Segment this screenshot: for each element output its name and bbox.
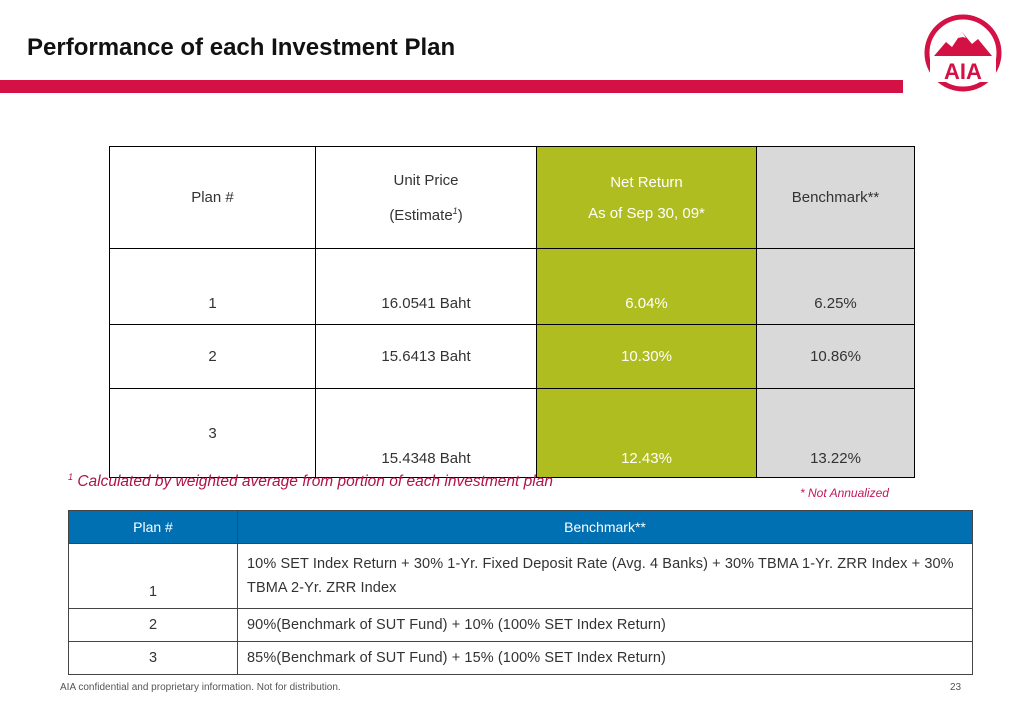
benchmark-description: 10% SET Index Return + 30% 1-Yr. Fixed D… — [237, 543, 973, 609]
header-plan: Plan # — [109, 146, 316, 249]
benchmark-value: 6.25% — [756, 248, 915, 325]
net-return: 6.04% — [536, 248, 757, 325]
plan-number: 2 — [109, 324, 316, 389]
bench-header-benchmark: Benchmark** — [237, 510, 973, 544]
table-row: 3 85%(Benchmark of SUT Fund) + 15% (100%… — [68, 641, 973, 675]
page-number: 23 — [950, 682, 962, 693]
benchmark-value: 13.22% — [756, 388, 915, 478]
table-row: 1 10% SET Index Return + 30% 1-Yr. Fixed… — [68, 543, 973, 609]
table-row: 2 90%(Benchmark of SUT Fund) + 10% (100%… — [68, 608, 973, 642]
footnote-marker: 1 — [68, 472, 74, 482]
title-underline-bar — [0, 80, 903, 93]
table-row: 2 15.6413 Baht 10.30% 10.86% — [109, 324, 915, 389]
header-net-return: Net Return As of Sep 30, 09* — [536, 146, 757, 249]
header-unit-price-line1: Unit Price — [393, 171, 459, 189]
benchmark-description: 90%(Benchmark of SUT Fund) + 10% (100% S… — [237, 608, 973, 642]
aia-logo: AIA — [922, 12, 1004, 94]
unit-price: 15.4348 Baht — [315, 388, 537, 478]
unit-price: 15.6413 Baht — [315, 324, 537, 389]
plan-number: 3 — [68, 641, 238, 675]
footnote-text: Calculated by weighted average from port… — [77, 473, 553, 491]
plan-number: 1 — [109, 248, 316, 325]
footnote: 1 Calculated by weighted average from po… — [68, 472, 553, 491]
benchmark-header-row: Plan # Benchmark** — [68, 510, 973, 544]
net-return: 10.30% — [536, 324, 757, 389]
not-annualized-note: * Not Annualized — [800, 486, 889, 500]
svg-text:AIA: AIA — [944, 59, 982, 84]
benchmark-description: 85%(Benchmark of SUT Fund) + 15% (100% S… — [237, 641, 973, 675]
unit-price: 16.0541 Baht — [315, 248, 537, 325]
plan-number: 1 — [68, 543, 238, 609]
plan-number: 3 — [109, 388, 316, 478]
plan-number: 2 — [68, 608, 238, 642]
header-benchmark: Benchmark** — [756, 146, 915, 249]
aia-logo-icon: AIA — [924, 14, 1002, 92]
bench-header-plan: Plan # — [68, 510, 238, 544]
header-unit-price: Unit Price (Estimate1) — [315, 146, 537, 249]
benchmark-table: Plan # Benchmark** 1 10% SET Index Retur… — [68, 510, 973, 675]
net-return: 12.43% — [536, 388, 757, 478]
table-row: 1 16.0541 Baht 6.04% 6.25% — [109, 248, 915, 325]
table-row: 3 15.4348 Baht 12.43% 13.22% — [109, 388, 915, 478]
confidential-footer: AIA confidential and proprietary informa… — [60, 682, 341, 693]
benchmark-value: 10.86% — [756, 324, 915, 389]
header-unit-price-line2: (Estimate1) — [389, 205, 463, 224]
page-title: Performance of each Investment Plan — [27, 34, 456, 61]
performance-table: Plan # Unit Price (Estimate1) Net Return… — [109, 146, 915, 478]
performance-header-row: Plan # Unit Price (Estimate1) Net Return… — [109, 146, 915, 249]
